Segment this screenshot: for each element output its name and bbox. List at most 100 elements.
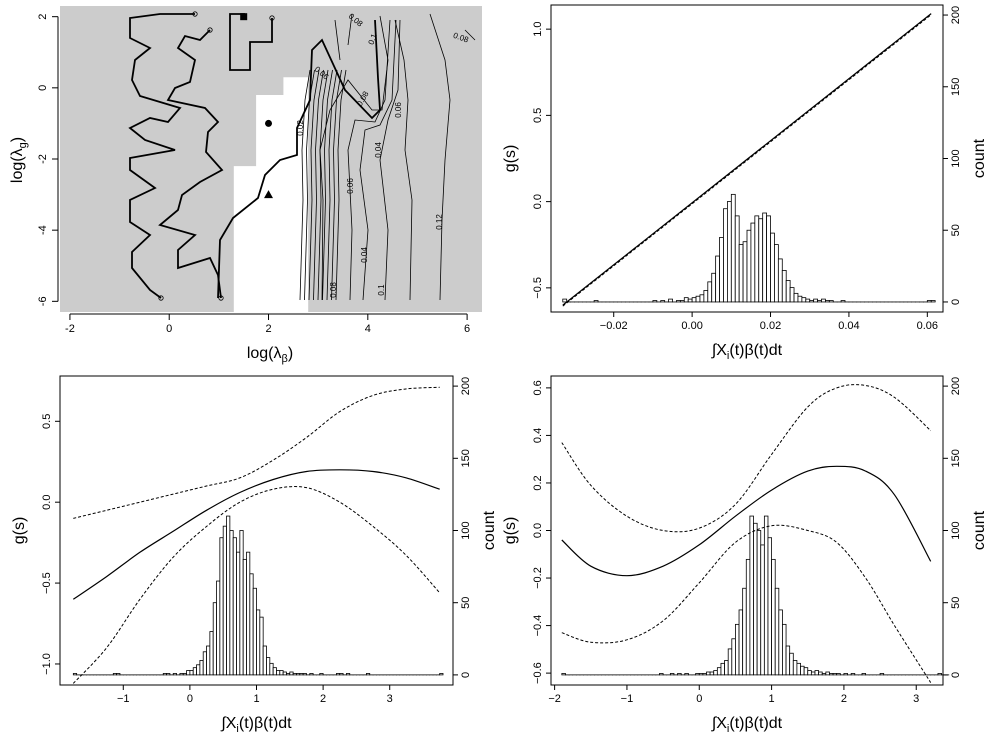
contour-label: 0.04 — [360, 247, 369, 263]
histogram-bar — [249, 573, 254, 676]
right-y-tick-label: 150 — [950, 449, 962, 467]
histogram-bar — [774, 587, 780, 676]
y-axis-title: log(λg) — [9, 137, 29, 183]
histogram-bar — [738, 244, 744, 303]
x-tick-label: 0.02 — [760, 320, 781, 332]
histogram-bar — [709, 671, 715, 676]
histogram-bar — [735, 623, 740, 676]
circle-marker — [265, 119, 273, 127]
histogram-bar — [763, 515, 769, 676]
contour-label: 0.1 — [377, 284, 386, 296]
x-tick-label: 0.06 — [917, 320, 938, 332]
right-y-tick-label: 50 — [950, 597, 962, 609]
x-axis-title-rest: (t)β(t)dt — [729, 715, 782, 732]
histogram-bar — [756, 530, 762, 676]
histogram-bar — [252, 587, 257, 676]
histogram-bar — [206, 645, 211, 676]
x-tick-label: 0.04 — [838, 320, 859, 332]
x-tick-label: −1 — [621, 693, 634, 705]
histogram-bar — [818, 671, 823, 676]
histogram-bar — [850, 673, 856, 676]
histogram-bar — [679, 300, 685, 303]
histogram-bar — [706, 671, 711, 676]
x-tick-label: 1 — [253, 693, 259, 705]
x-tick-label: -2 — [65, 323, 75, 335]
y-tick-label: -6 — [37, 296, 49, 306]
histogram-bar — [777, 258, 783, 303]
contour-label: 0.1 — [367, 32, 379, 46]
histogram-bar — [789, 652, 794, 676]
histogram-bar — [836, 673, 841, 676]
histogram-bar — [754, 215, 760, 303]
histogram-bar — [758, 218, 764, 303]
square-marker — [240, 13, 248, 21]
upper-confidence-band — [73, 386, 440, 519]
y-tick-label: 0 — [37, 85, 49, 91]
histogram-bar — [803, 667, 809, 676]
right-y-tick-label: 50 — [950, 224, 962, 236]
y-tick-label: 0.5 — [41, 414, 53, 429]
contour-line — [334, 19, 341, 61]
y-tick-label: 0.4 — [532, 428, 544, 443]
histogram-bar — [216, 580, 221, 676]
histogram-bar — [699, 294, 705, 303]
histogram-bar — [684, 673, 689, 676]
x-axis-title-main: log(λ — [247, 345, 282, 362]
histogram-bar — [336, 673, 341, 676]
histogram-bar — [562, 298, 568, 303]
x-tick-label: 0.00 — [681, 320, 702, 332]
histogram-bar — [262, 645, 267, 676]
histogram-bar — [767, 537, 772, 676]
x-axis-title: log(λβ) — [247, 345, 293, 365]
histogram-bar — [879, 673, 885, 676]
y-tick-label: −0.4 — [532, 615, 544, 637]
x-axis-title-rest: (t)β(t)dt — [239, 715, 292, 732]
histogram-bar — [179, 673, 184, 676]
histogram-bar — [766, 215, 771, 303]
contour-line-major — [217, 19, 381, 299]
histogram-bar — [727, 201, 732, 303]
histogram-bar — [745, 558, 751, 676]
histogram-bar — [730, 193, 736, 303]
histogram-bar — [279, 670, 284, 676]
right-y-axis-title: count — [481, 510, 498, 550]
upper-confidence-band — [561, 384, 932, 533]
fitted-curve — [561, 465, 932, 577]
y-tick-label: 2 — [37, 14, 49, 20]
contour-line — [347, 13, 353, 46]
histogram-bar — [753, 522, 758, 676]
right-y-tick-label: 200 — [950, 6, 962, 24]
right-y-axis-title: count — [971, 138, 987, 178]
histogram-bar — [292, 673, 297, 676]
y-axis-title-subscript: g — [17, 142, 29, 148]
histogram-bar — [807, 670, 812, 676]
contour-line — [322, 69, 333, 301]
histogram-bar — [687, 298, 693, 303]
contour-line — [347, 19, 391, 301]
histogram-bar — [112, 673, 118, 676]
histogram-bar — [715, 255, 720, 303]
triangle-marker — [264, 190, 274, 199]
histogram-bar — [797, 295, 803, 303]
contour-panel: 0.020.040.060.08 0.10.120.060.040.080.080… — [9, 6, 482, 365]
histogram-bar — [282, 671, 287, 676]
histogram-bar — [805, 298, 811, 303]
histogram-bar — [796, 662, 801, 676]
right-y-tick-label: 150 — [460, 449, 472, 467]
x-tick-label: 3 — [913, 693, 919, 705]
histogram-bar — [828, 300, 834, 303]
contour-label: 0.08 — [329, 282, 338, 298]
right-y-tick-label: 100 — [950, 149, 962, 167]
x-tick-label: −2 — [548, 693, 561, 705]
x-tick-label: 0 — [187, 693, 193, 705]
histogram-bar — [731, 638, 736, 676]
histogram-bar — [746, 229, 752, 303]
x-tick-label: 0 — [166, 323, 172, 335]
right-y-axis-title: count — [971, 510, 987, 550]
histogram-bar — [668, 298, 673, 303]
contour-label: 0.06 — [394, 102, 403, 118]
y-tick-label: 0.2 — [532, 475, 544, 490]
histogram-bar — [677, 673, 682, 676]
histogram-bar — [810, 671, 816, 676]
histogram-bar — [561, 673, 566, 676]
